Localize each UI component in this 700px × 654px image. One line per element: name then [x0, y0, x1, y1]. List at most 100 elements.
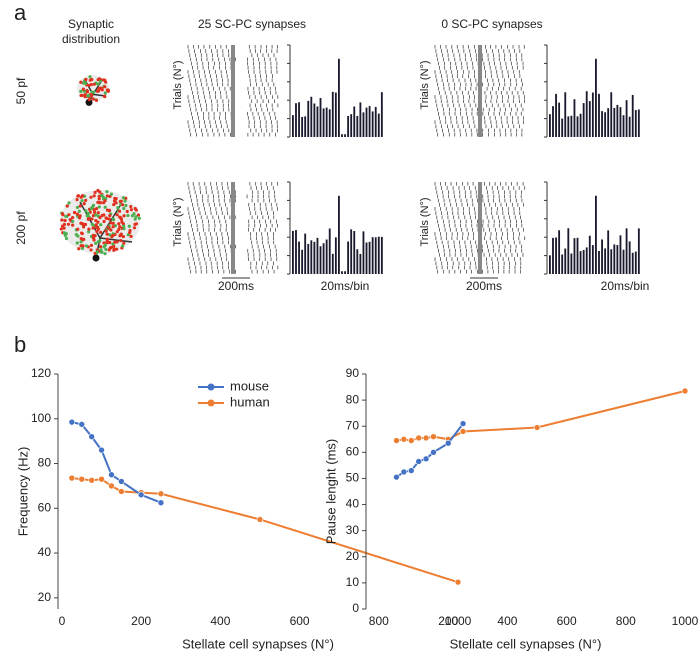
data-point — [430, 433, 437, 440]
synapse-dot — [94, 218, 98, 223]
synapse-dot — [68, 218, 72, 222]
hist-bar — [301, 117, 304, 137]
hist-bar — [564, 92, 567, 137]
hist-bar — [625, 228, 628, 274]
synapse-dot — [129, 204, 133, 209]
synapse-dot — [87, 216, 91, 221]
data-point — [533, 424, 541, 431]
synapse-dot — [67, 213, 71, 217]
x-tick-label: 1000 — [445, 614, 472, 628]
synapse-dot — [77, 209, 81, 213]
hist-bar — [316, 106, 319, 137]
synapse-dot — [103, 91, 107, 95]
hist-bar — [338, 195, 340, 274]
hist-bar — [616, 104, 619, 137]
hist-bar — [604, 248, 607, 274]
y-axis-label: Pause lenght (ms) — [323, 439, 338, 545]
hist-bar — [579, 113, 582, 137]
hist-bar — [588, 101, 591, 137]
synapse-dot — [97, 86, 101, 91]
x-tick-label: 600 — [290, 614, 310, 628]
synapse-dot — [90, 90, 94, 94]
legend-marker — [207, 383, 215, 391]
synapse-dot — [93, 251, 97, 256]
hist-bar — [622, 249, 625, 274]
synapse-dot — [95, 89, 100, 93]
synapse-dot — [103, 205, 107, 209]
synapse-dot — [92, 194, 96, 198]
synapse-dot — [126, 213, 130, 218]
hist-bar — [319, 98, 322, 137]
hist-bar — [316, 237, 319, 274]
data-point — [422, 455, 430, 463]
synapse-dot — [105, 189, 109, 194]
synapse-dot — [86, 230, 91, 234]
x-tick-label: 800 — [616, 614, 636, 628]
synapse-dot — [129, 234, 133, 239]
bin-scale: 20ms/bin — [601, 279, 650, 293]
y-tick-label: 40 — [346, 497, 360, 511]
synapse-dot — [119, 216, 123, 220]
hist-bar — [555, 93, 557, 137]
hist-bar — [307, 243, 310, 274]
synapse-dot — [84, 77, 88, 82]
legend-label: human — [230, 394, 270, 409]
synapse-dot — [111, 245, 115, 249]
hist-bar — [328, 228, 331, 274]
synapse-dot — [80, 199, 84, 203]
synapse-dot — [111, 233, 115, 238]
trials-label: Trials (N°) — [419, 197, 431, 246]
data-point — [459, 420, 467, 427]
legend-label: mouse — [230, 378, 269, 393]
synapse-dot — [107, 217, 112, 221]
hist-bar — [295, 230, 297, 274]
hist-bar — [625, 100, 628, 137]
synapse-dot — [79, 80, 83, 84]
hist-bar — [319, 246, 322, 274]
data-point — [157, 490, 165, 498]
data-point — [98, 446, 105, 454]
synapse-dot — [108, 213, 112, 218]
synapse-dot — [107, 248, 111, 252]
hist-bar — [365, 107, 368, 137]
hist-bar — [371, 237, 374, 274]
synapse-dot — [99, 230, 103, 235]
synapse-dot — [97, 205, 101, 209]
synapse-dot — [101, 78, 105, 82]
synapse-dot — [99, 223, 103, 227]
x-tick-label: 0 — [59, 614, 66, 628]
synapse-dot — [124, 203, 128, 208]
hist-bar — [570, 253, 573, 274]
synapse-dot — [88, 75, 92, 79]
synapse-dot — [117, 227, 121, 231]
synapse-dot — [84, 209, 88, 213]
synapse-dot — [89, 195, 93, 199]
synapse-dot — [104, 247, 108, 252]
synapse-dot — [122, 214, 126, 218]
synapse-dot — [132, 226, 137, 230]
synapse-dot — [64, 214, 68, 218]
synapse-dot — [103, 94, 107, 98]
time-scale: 200ms — [218, 279, 254, 293]
hist-bar — [619, 107, 622, 137]
synapse-dot — [94, 241, 98, 245]
hist-bar — [619, 235, 622, 274]
synapse-dot — [76, 227, 80, 231]
synapse-dot — [97, 194, 101, 198]
hist-bar — [637, 109, 640, 137]
synapse-dot — [65, 204, 69, 208]
hist-bar — [555, 237, 557, 274]
y-tick-label: 40 — [38, 545, 52, 559]
synapse-dot — [93, 190, 97, 194]
hist-bar — [576, 237, 579, 274]
synapse-dot — [136, 213, 141, 217]
synapse-dot — [72, 210, 77, 215]
x-tick-label: 400 — [497, 614, 517, 628]
hist-bar — [334, 237, 337, 274]
synapse-dot — [87, 93, 91, 98]
hist-bar — [313, 103, 316, 137]
hist-bar — [582, 103, 585, 137]
x-tick-label: 600 — [557, 614, 577, 628]
synapse-dot — [98, 245, 103, 249]
synapse-dot — [87, 98, 92, 102]
